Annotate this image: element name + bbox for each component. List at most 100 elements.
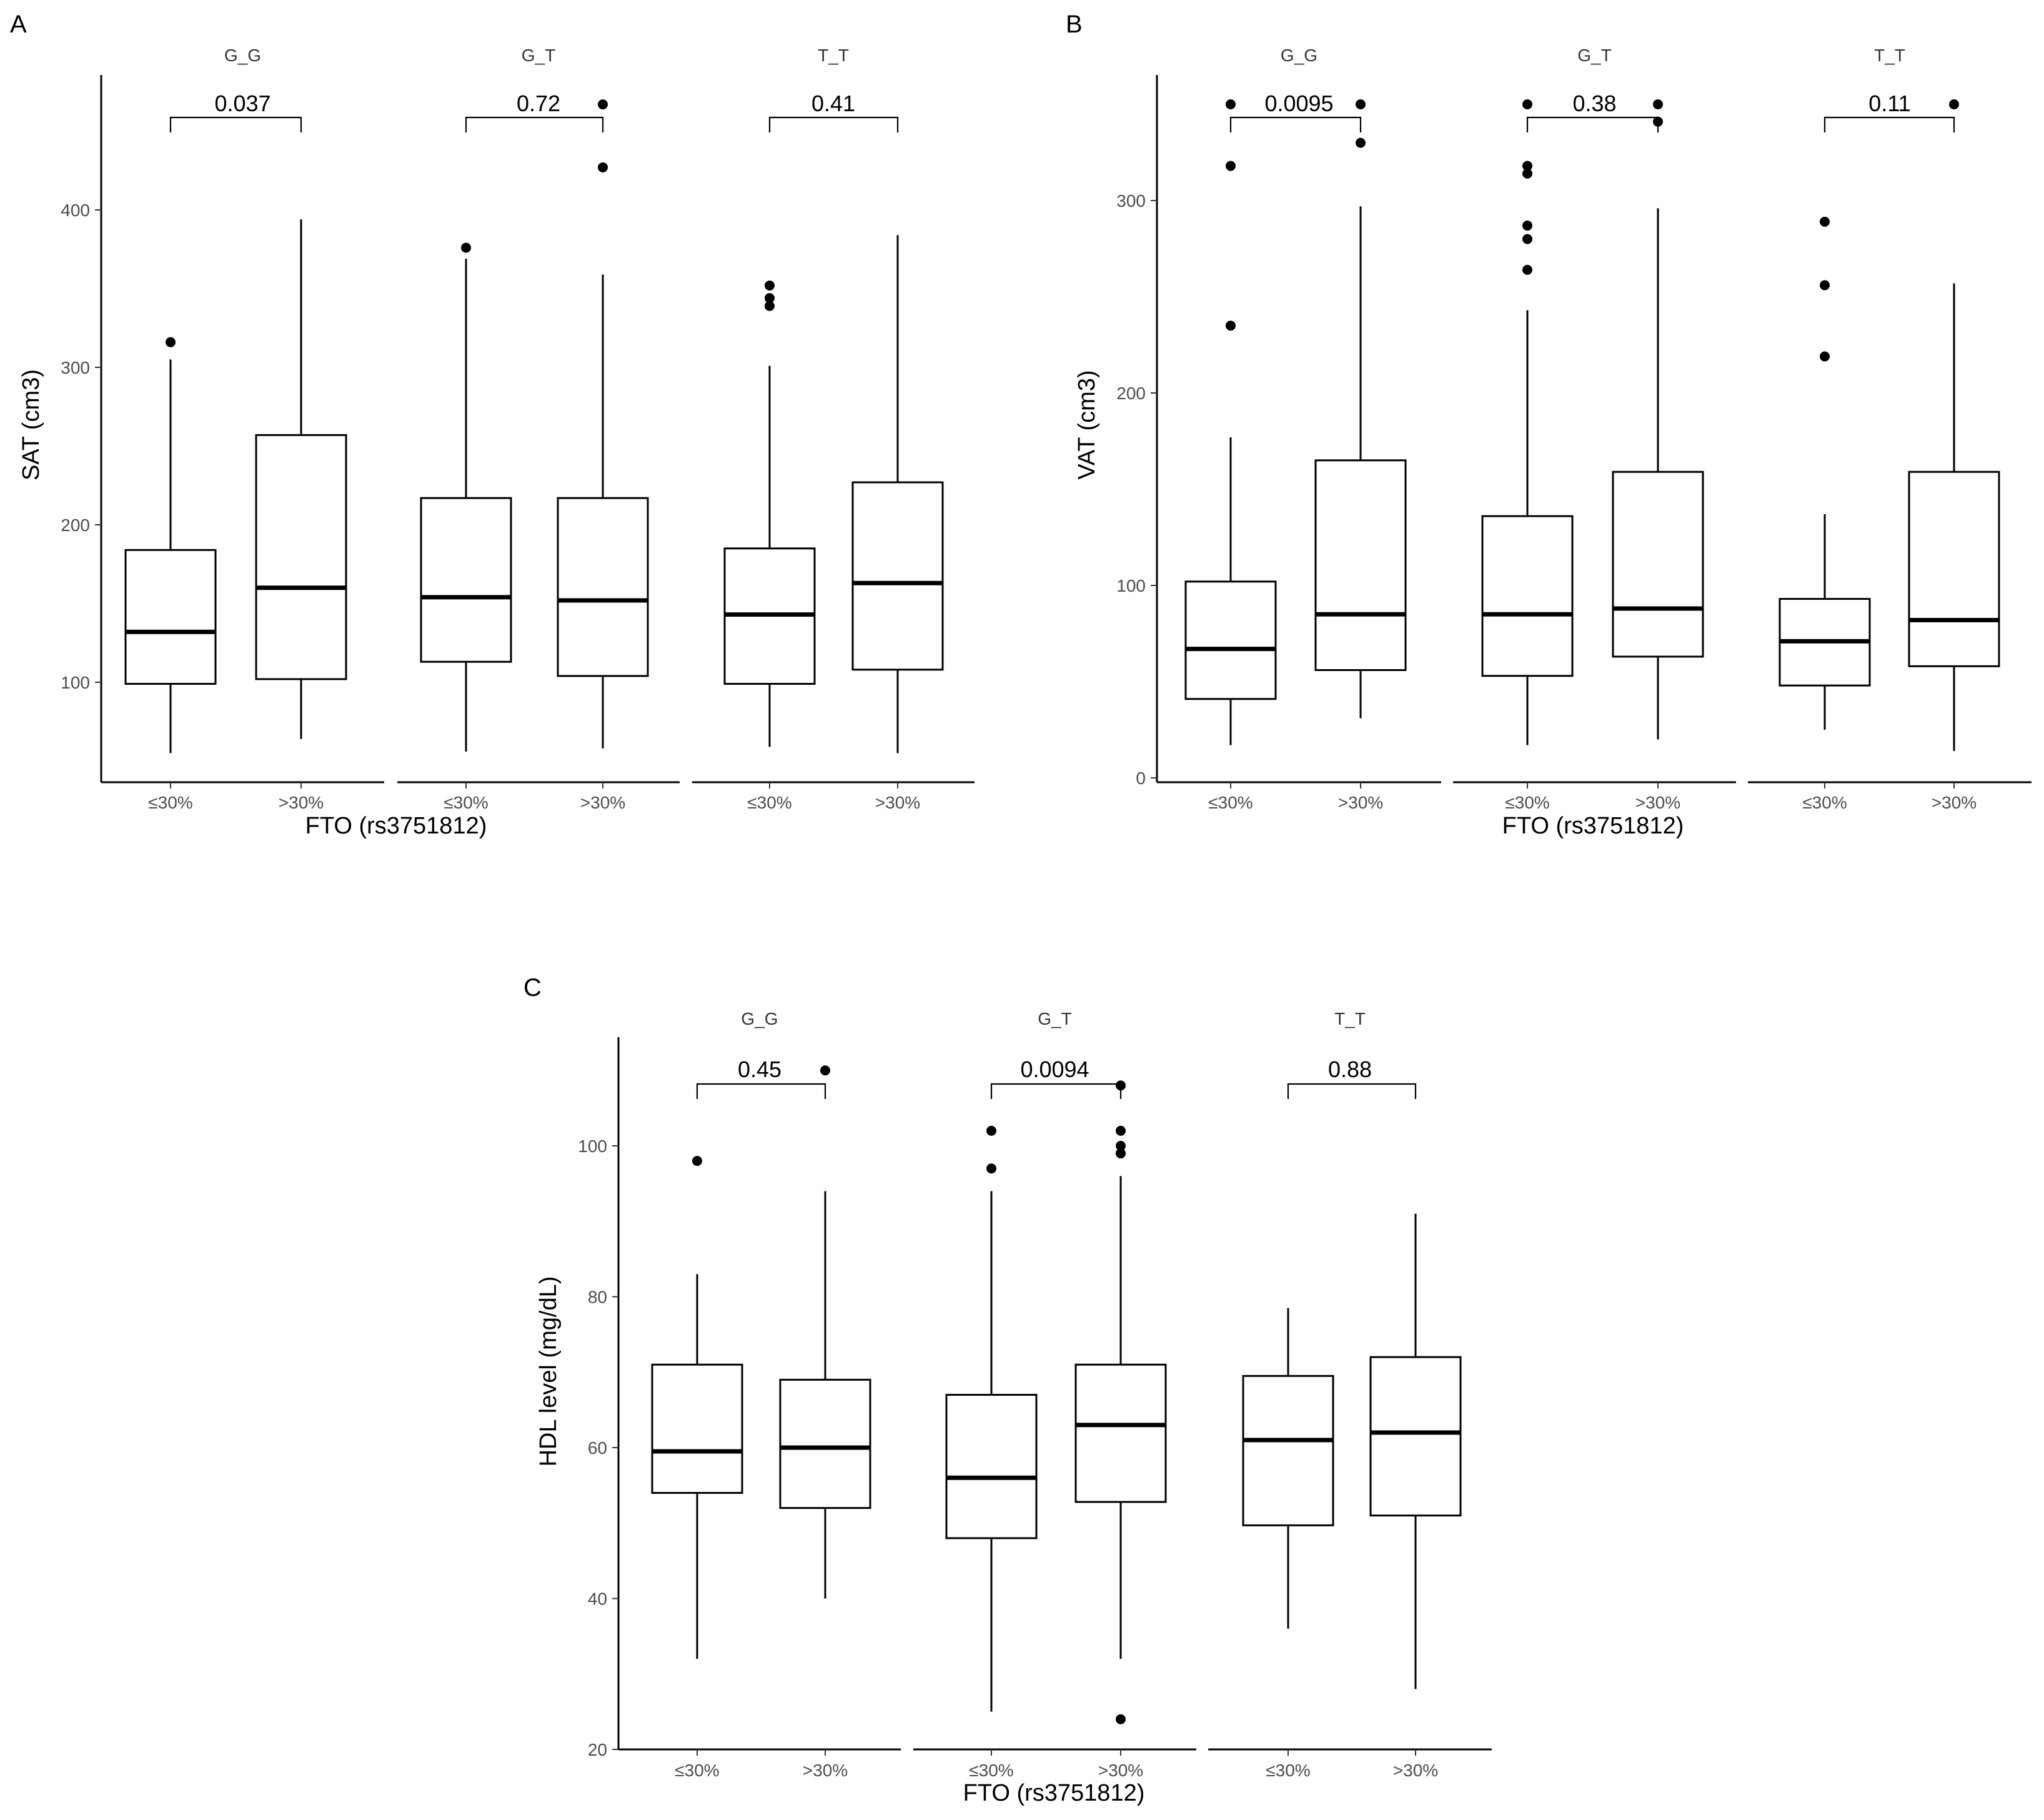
outlier-point — [1226, 161, 1236, 171]
outlier-point — [1226, 321, 1236, 331]
boxplot-group: ≤30% — [651, 1156, 743, 1780]
x-axis-title: FTO (rs3751812) — [1502, 813, 1684, 839]
iqr-box — [1242, 1375, 1334, 1526]
outlier-point — [765, 280, 775, 291]
p-value-label: 0.72 — [517, 91, 560, 116]
iqr-box — [124, 549, 217, 685]
p-value-label: 0.037 — [214, 91, 270, 116]
x-tick-label: >30% — [580, 793, 625, 812]
outlier-point — [1522, 161, 1532, 171]
x-tick-label: ≤30% — [1505, 793, 1549, 812]
facet-strip-label: T_T — [818, 46, 849, 65]
iqr-box — [1369, 1356, 1462, 1517]
facet-g-g: G_G 0.0095 ≤30% >30% — [1157, 46, 1441, 812]
iqr-box — [420, 497, 512, 663]
facet-t-t: T_T 0.41 ≤30% >30% — [692, 46, 975, 812]
x-tick-label: ≤30% — [675, 1761, 719, 1780]
facet-g-t: G_T 0.38 ≤30% >30% — [1453, 46, 1736, 812]
outlier-point — [1356, 137, 1366, 148]
outlier-point — [1522, 221, 1532, 231]
significance-bracket — [465, 116, 604, 132]
x-tick-label: >30% — [875, 793, 920, 812]
iqr-box — [255, 434, 347, 680]
outlier-point — [692, 1156, 702, 1166]
y-tick-label: 200 — [61, 515, 90, 535]
boxplot-group: ≤30% — [1481, 99, 1574, 812]
facet-g-t: G_T 0.72 ≤30% >30% — [397, 46, 680, 812]
significance-bracket — [768, 116, 899, 132]
outlier-point — [1522, 168, 1532, 179]
x-tick-label: >30% — [279, 793, 324, 812]
facet-t-t: T_T 0.88 ≤30% >30% — [1208, 1009, 1492, 1780]
outlier-point — [598, 162, 608, 172]
y-tick-label: 300 — [1116, 191, 1146, 211]
boxplot-group: ≤30% — [1184, 99, 1277, 812]
x-tick-label: ≤30% — [1802, 793, 1847, 812]
outlier-point — [1116, 1141, 1126, 1151]
p-value-label: 0.11 — [1868, 91, 1910, 116]
y-tick-label: 0 — [1136, 768, 1146, 788]
facet-strip-label: G_T — [1038, 1009, 1071, 1028]
outlier-point — [166, 337, 176, 347]
facet-strip-label: G_G — [741, 1009, 778, 1028]
panel-letter: B — [1066, 11, 1083, 38]
iqr-box — [651, 1363, 743, 1494]
boxplot-group: ≤30% — [124, 337, 217, 812]
p-value-label: 0.38 — [1572, 91, 1616, 116]
y-tick-label: 60 — [588, 1438, 607, 1458]
panel-c: C 20 40 60 80 100 HDL level (mg/dL) FTO (rs3751… — [523, 974, 1492, 1806]
y-tick-label: 80 — [588, 1288, 607, 1307]
boxplot-group: >30% — [1074, 1080, 1167, 1780]
outlier-point — [1820, 280, 1830, 291]
iqr-box — [1481, 515, 1574, 677]
iqr-box — [1908, 470, 2000, 667]
boxplot-group: >30% — [1908, 99, 2000, 812]
iqr-box — [779, 1378, 871, 1509]
boxplot-group: >30% — [1369, 1213, 1462, 1780]
outlier-point — [1820, 216, 1830, 227]
outlier-point — [1949, 99, 1959, 109]
facet-strip-label: G_T — [522, 46, 555, 65]
facet-g-g: G_G 0.45 ≤30% >30% — [618, 1009, 901, 1780]
significance-bracket — [1823, 116, 1955, 132]
boxplot-group: ≤30% — [1242, 1308, 1334, 1780]
outlier-point — [1522, 234, 1532, 244]
x-tick-label: ≤30% — [148, 793, 192, 812]
x-tick-label: >30% — [1932, 793, 1977, 812]
significance-bracket — [1287, 1083, 1417, 1099]
x-tick-label: ≤30% — [444, 793, 488, 812]
outlier-point — [1116, 1714, 1126, 1724]
y-tick-label: 200 — [1116, 384, 1146, 403]
y-axis-title: VAT (cm3) — [1074, 370, 1100, 479]
x-tick-label: >30% — [1098, 1761, 1143, 1780]
outlier-point — [1116, 1080, 1126, 1091]
facet-strip-label: G_T — [1577, 46, 1611, 65]
boxplot-group: ≤30% — [420, 242, 512, 812]
significance-bracket — [169, 116, 302, 132]
significance-bracket — [990, 1083, 1122, 1099]
facet-strip-label: G_G — [1281, 46, 1317, 65]
boxplot-group: ≤30% — [723, 280, 816, 812]
p-value-label: 0.88 — [1328, 1057, 1372, 1082]
y-tick-label: 400 — [61, 201, 90, 220]
outlier-point — [598, 99, 608, 110]
significance-bracket — [696, 1083, 826, 1099]
p-value-label: 0.45 — [738, 1057, 781, 1082]
y-tick-label: 100 — [578, 1136, 607, 1156]
facet-strip-label: T_T — [1334, 1009, 1366, 1028]
y-tick-label: 20 — [588, 1740, 607, 1759]
x-tick-label: >30% — [1393, 1761, 1438, 1780]
outlier-point — [1522, 99, 1532, 109]
boxplot-group: ≤30% — [945, 1125, 1038, 1780]
outlier-point — [1522, 264, 1532, 275]
x-tick-label: ≤30% — [969, 1761, 1013, 1780]
outlier-point — [986, 1125, 996, 1136]
outlier-point — [1116, 1148, 1126, 1159]
boxplot-group: ≤30% — [1779, 216, 1871, 812]
panel-b: B 0 100 200 300 VAT (cm3) FTO (rs3751812) G_G 0.… — [1066, 11, 2032, 839]
outlier-point — [1226, 99, 1236, 109]
iqr-box — [945, 1393, 1038, 1539]
